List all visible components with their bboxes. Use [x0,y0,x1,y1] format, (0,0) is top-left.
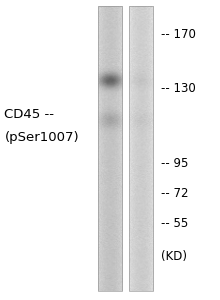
Text: -- 72: -- 72 [161,187,188,200]
Text: -- 170: -- 170 [161,28,196,41]
Text: CD45 --: CD45 -- [4,107,54,121]
Text: (KD): (KD) [161,250,187,263]
Text: -- 95: -- 95 [161,157,188,170]
Text: -- 55: -- 55 [161,217,188,230]
Text: -- 130: -- 130 [161,82,195,95]
Text: (pSer1007): (pSer1007) [4,131,79,145]
Bar [129,6,153,291]
Bar [98,6,122,291]
